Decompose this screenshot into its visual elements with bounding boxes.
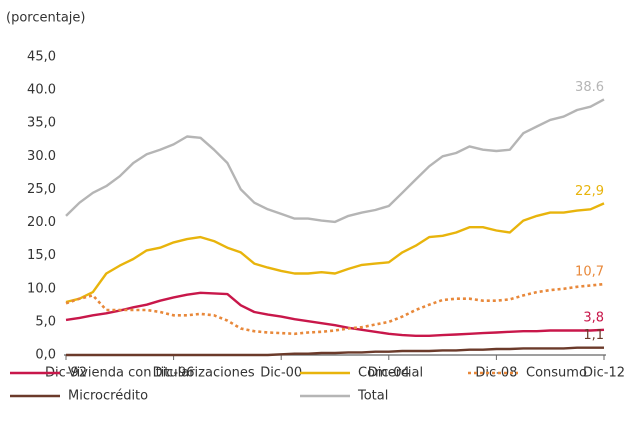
- legend-label: Consumo: [526, 366, 587, 381]
- series-line: [65, 282, 605, 336]
- y-axis-label: (porcentaje): [6, 11, 85, 26]
- value-label: 38.6: [575, 80, 604, 95]
- legend-label: Vivienda con titularizaciones: [68, 366, 255, 381]
- y-tick-label: 40.0: [27, 83, 56, 98]
- y-tick-label: 10.0: [27, 281, 56, 296]
- value-label: 10,7: [575, 265, 604, 280]
- x-tick-label: Dic-00: [260, 366, 302, 381]
- y-tick-label: 0,0: [35, 348, 56, 363]
- y-tick-label: 30.0: [27, 149, 56, 164]
- x-tick-label: Dic-12: [583, 366, 625, 381]
- series-line: [65, 202, 605, 304]
- y-tick-label: 35,0: [27, 116, 56, 131]
- value-label: 22,9: [575, 184, 604, 199]
- legend-label: Microcrédito: [68, 389, 148, 404]
- value-label: 3,8: [583, 310, 604, 325]
- y-tick-label: 45,0: [27, 50, 56, 65]
- legend-label: Comercial: [358, 366, 423, 381]
- series-line: [65, 291, 605, 337]
- y-tick-label: 5,0: [35, 314, 56, 329]
- x-tick-label: Dic-04: [368, 366, 410, 381]
- x-tick-label: Dic-08: [475, 366, 517, 381]
- value-label: 1,1: [583, 328, 604, 343]
- legend-label: Total: [357, 389, 388, 404]
- x-tick-label: Dic-92: [45, 366, 87, 381]
- x-tick-label: Dic-96: [153, 366, 195, 381]
- y-tick-label: 15,0: [27, 248, 56, 263]
- series-line: [65, 98, 605, 224]
- series-line: [66, 346, 604, 357]
- y-tick-label: 20.0: [27, 215, 56, 230]
- y-tick-label: 25,0: [27, 182, 56, 197]
